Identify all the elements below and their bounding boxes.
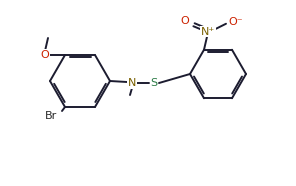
Text: N⁺: N⁺: [201, 27, 215, 37]
Text: N: N: [128, 78, 136, 88]
Text: O: O: [181, 16, 189, 26]
Text: Br: Br: [45, 111, 57, 121]
Text: O: O: [41, 50, 49, 60]
Text: O⁻: O⁻: [229, 17, 243, 27]
Text: S: S: [150, 78, 157, 88]
